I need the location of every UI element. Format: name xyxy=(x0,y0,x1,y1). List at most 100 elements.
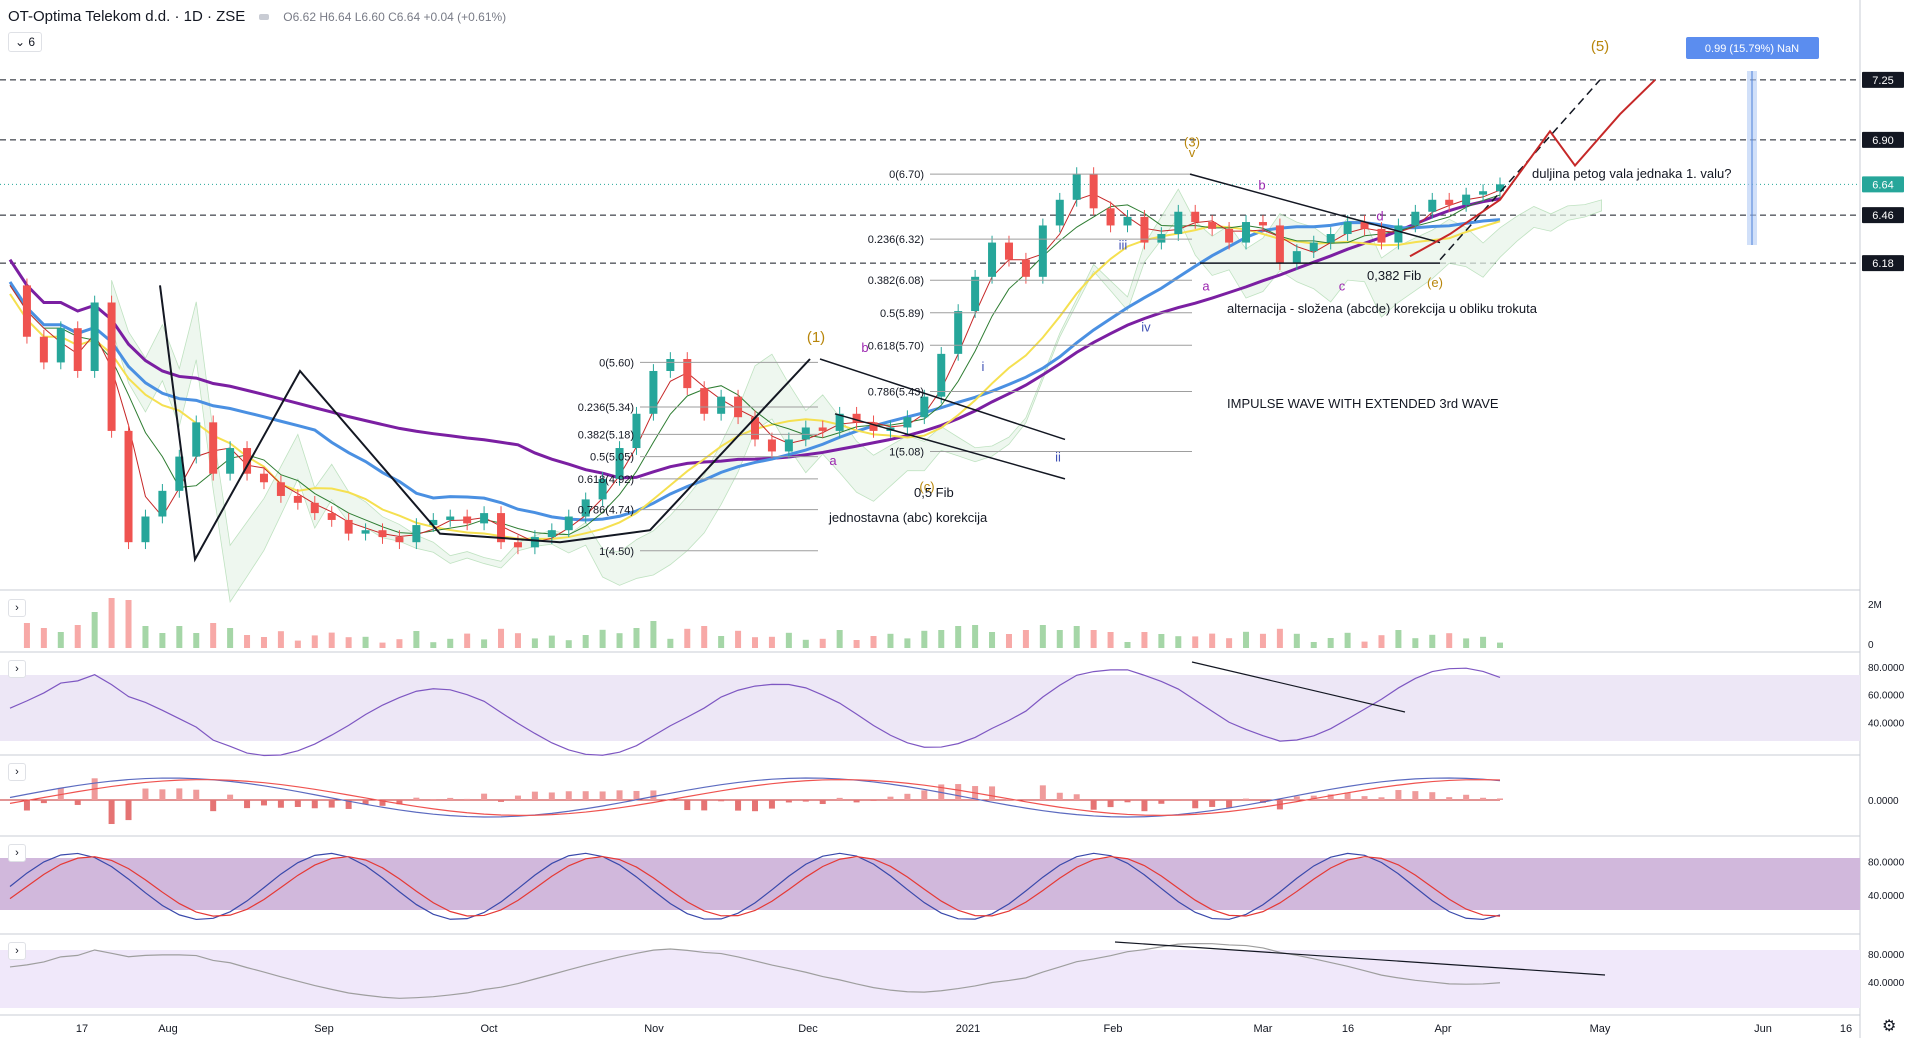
volume-bar xyxy=(1412,638,1419,648)
candle xyxy=(971,276,980,312)
candle xyxy=(276,482,285,496)
fib-label-left: 0.382(5.18) xyxy=(578,429,634,441)
chevron-right-icon: › xyxy=(15,766,19,778)
macd-histogram-bar xyxy=(277,800,284,808)
macd-histogram-bar xyxy=(836,797,843,800)
candle xyxy=(1242,222,1251,243)
macd-histogram-bar xyxy=(785,800,792,803)
candle xyxy=(1208,222,1217,229)
macd-histogram-bar xyxy=(1480,797,1487,800)
fib-label-right: 0.5(5.89) xyxy=(880,308,924,320)
volume-bar xyxy=(752,637,758,648)
candle xyxy=(175,456,184,491)
volume-bar xyxy=(667,638,674,648)
rsi-axis-label: 60.0000 xyxy=(1868,691,1905,702)
macd-histogram-bar xyxy=(1192,800,1199,809)
simple-correction-note: jednostavna (abc) korekcija xyxy=(828,510,988,525)
candle xyxy=(1292,251,1301,264)
macd-histogram-bar xyxy=(633,790,640,800)
wave-label: a xyxy=(829,453,837,468)
volume-bar xyxy=(23,623,30,648)
indicator-layer xyxy=(0,598,1606,999)
candle xyxy=(463,516,472,524)
indicators-toggle[interactable]: ⌄ 6 xyxy=(8,32,42,52)
volume-bar xyxy=(1259,633,1266,648)
volume-bar xyxy=(244,635,251,648)
macd-axis-label: 0.0000 xyxy=(1868,796,1899,807)
volume-bar xyxy=(802,639,809,648)
volume-bar xyxy=(413,631,420,648)
volume-bar xyxy=(904,638,911,648)
ichimoku-cloud xyxy=(111,188,1602,603)
candle xyxy=(920,396,929,418)
wave-label: (1) xyxy=(807,329,825,346)
candle xyxy=(649,370,658,414)
macd-histogram-bar xyxy=(413,797,420,800)
wave-label: c xyxy=(1339,279,1346,294)
rsi-pane-toggle[interactable]: › xyxy=(8,660,26,678)
macd-histogram-bar xyxy=(718,800,725,802)
macd-histogram-bar xyxy=(481,793,488,800)
volume-bar xyxy=(1192,636,1199,648)
volume-bar xyxy=(565,640,572,648)
rsi-axis-label: 40.0000 xyxy=(1868,718,1905,729)
macd-histogram-bar xyxy=(74,800,81,805)
open-value: O6.62 xyxy=(283,9,316,24)
corr-lower-line xyxy=(834,413,1066,480)
price-axis-badge xyxy=(1862,255,1904,272)
macd-histogram-bar xyxy=(210,800,217,812)
macd-line xyxy=(9,777,1501,818)
projection-path-red xyxy=(1409,79,1656,258)
low-value: L6.60 xyxy=(354,9,385,24)
candle xyxy=(1106,208,1115,226)
macd-histogram-bar xyxy=(1073,794,1080,800)
candle xyxy=(446,516,455,520)
osc-pane-toggle[interactable]: › xyxy=(8,942,26,960)
volume-bar xyxy=(91,612,98,648)
volume-bar xyxy=(768,636,775,648)
status-dot xyxy=(259,13,270,20)
candle xyxy=(1123,216,1132,226)
macd-histogram-bar xyxy=(1124,800,1131,803)
macd-histogram-bar xyxy=(294,800,301,807)
price-axis-label: 6.18 xyxy=(1872,258,1893,270)
macd-histogram-bar xyxy=(1327,794,1334,800)
osc-axis-label: 80.0000 xyxy=(1868,950,1905,961)
candle xyxy=(1174,211,1183,235)
volume-bar xyxy=(887,633,894,648)
macd-histogram-bar xyxy=(1158,800,1165,804)
wave-label: b xyxy=(1258,178,1265,193)
macd-pane-toggle[interactable]: › xyxy=(8,763,26,781)
candle xyxy=(801,427,810,440)
candle xyxy=(683,359,692,389)
gear-icon[interactable]: ⚙ xyxy=(1882,1018,1897,1035)
candle xyxy=(22,285,31,337)
stoch-axis-label: 80.0000 xyxy=(1868,858,1905,869)
candle xyxy=(1038,225,1047,277)
volume-bar xyxy=(955,626,962,648)
annotations: duljina petog vala jednaka 1. valu? alte… xyxy=(828,166,1731,525)
macd-histogram-bar xyxy=(227,794,234,800)
macd-histogram-bar xyxy=(125,800,132,821)
stoch-pane-toggle[interactable]: › xyxy=(8,844,26,862)
macd-histogram-bar xyxy=(701,800,708,811)
fib-label-left: 0.5(5.05) xyxy=(590,452,634,464)
volume-bar xyxy=(210,623,217,648)
volume-bar xyxy=(1141,632,1148,648)
measure-box xyxy=(1686,37,1819,59)
macd-histogram-bar xyxy=(1056,792,1063,800)
fib-label-right: 0(6.70) xyxy=(889,169,924,181)
candle xyxy=(1377,228,1386,243)
wave-label: a xyxy=(1202,279,1210,294)
macd-histogram-bar xyxy=(396,800,403,805)
volume-bar xyxy=(40,628,47,648)
candle xyxy=(852,413,861,423)
time-axis-label: Jun xyxy=(1754,1023,1772,1035)
stoch-axis-label: 40.0000 xyxy=(1868,891,1905,902)
macd-histogram-bar xyxy=(1039,785,1046,800)
volume-bar xyxy=(464,633,471,648)
volume-pane-toggle[interactable]: › xyxy=(8,599,26,617)
macd-histogram-bar xyxy=(159,789,166,800)
candle xyxy=(1343,222,1352,235)
